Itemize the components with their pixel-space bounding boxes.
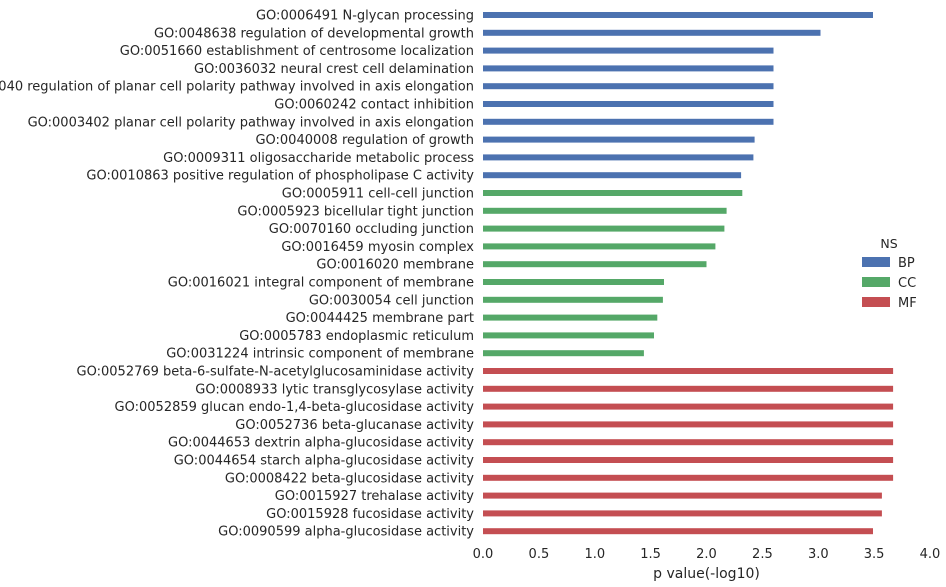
category-label: GO:0008422 beta-glucosidase activity: [225, 471, 474, 486]
bar: [483, 47, 774, 54]
x-tick-label: 3.5: [864, 547, 885, 562]
category-label: GO:0052769 beta-6-sulfate-N-acetylglucos…: [77, 365, 475, 380]
category-label: GO:0015928 fucosidase activity: [266, 507, 474, 522]
category-label: GO:0016021 integral component of membran…: [168, 276, 474, 291]
x-axis-ticks: 0.0 0.5 1.0 1.5 2.0 2.5 3.0 3.5 4.0: [473, 547, 941, 562]
x-tick-label: 0.5: [529, 547, 550, 562]
category-label: GO:0008933 lytic transglycosylase activi…: [195, 382, 474, 397]
category-label: GO:0005923 bicellular tight junction: [237, 204, 474, 219]
bar: [483, 314, 658, 321]
bar: [483, 492, 882, 499]
category-label: GO:0016020 membrane: [316, 258, 474, 273]
category-label: GO:0005911 cell-cell junction: [282, 187, 474, 202]
bar: [483, 101, 774, 107]
bar: [483, 261, 707, 268]
legend-title: NS: [880, 236, 897, 251]
bar: [483, 403, 894, 410]
bar: [483, 421, 894, 428]
legend-swatch: [862, 257, 890, 267]
category-label: GO:0005783 endoplasmic reticulum: [239, 329, 474, 344]
category-label: GO:0015927 trehalase activity: [275, 489, 475, 504]
category-label: GO:0044425 membrane part: [286, 311, 474, 326]
category-label: GO:0009311 oligosaccharide metabolic pro…: [163, 151, 474, 166]
bar: [483, 350, 644, 357]
x-tick-label: 4.0: [920, 547, 941, 562]
legend-swatch: [862, 277, 890, 287]
x-tick-label: 1.5: [640, 547, 661, 562]
legend-swatch: [862, 297, 890, 307]
x-tick-label: 0.0: [473, 547, 494, 562]
x-tick-label: 1.0: [584, 547, 605, 562]
bar: [483, 332, 654, 339]
category-label: GO:0030054 cell junction: [309, 293, 474, 308]
category-label: GO:0052859 glucan endo-1,4-beta-glucosid…: [115, 400, 475, 415]
legend-label: CC: [898, 276, 916, 291]
bar: [483, 207, 727, 214]
bar: [483, 154, 754, 161]
x-axis-title: p value(-log10): [653, 566, 760, 582]
bar: [483, 243, 716, 250]
legend-entries: BP CC MF: [862, 256, 917, 311]
category-label: GO:0070160 occluding junction: [269, 222, 474, 237]
category-label: GO:0044654 starch alpha-glucosidase acti…: [174, 454, 475, 469]
bar: [483, 296, 663, 303]
category-label: GO:0060242 contact inhibition: [274, 98, 474, 113]
category-label: GO:0044653 dextrin alpha-glucosidase act…: [168, 436, 474, 451]
bar: [483, 190, 743, 196]
bar: [483, 118, 774, 125]
legend-label: MF: [898, 296, 917, 311]
bar: [483, 225, 725, 232]
category-label: GO:0036032 neural crest cell delaminatio…: [194, 62, 474, 77]
bar: [483, 385, 894, 392]
category-label: GO:0003402 planar cell polarity pathway …: [28, 115, 474, 130]
bar: [483, 279, 664, 285]
legend-label: BP: [898, 256, 915, 271]
bars-layer: [483, 12, 894, 535]
category-label: GO:0052736 beta-glucanase activity: [235, 418, 474, 433]
category-label: GO:2000040 regulation of planar cell pol…: [0, 80, 474, 95]
bar: [483, 12, 873, 18]
bar: [483, 457, 894, 463]
category-label: GO:0016459 myosin complex: [281, 240, 474, 255]
bar: [483, 439, 894, 446]
bar: [483, 83, 774, 90]
bar: [483, 510, 882, 517]
category-label: GO:0040008 regulation of growth: [255, 133, 474, 148]
category-label: GO:0051660 establishment of centrosome l…: [120, 44, 474, 59]
legend: NS BP CC MF: [862, 236, 917, 311]
bar: [483, 172, 742, 179]
category-label: GO:0048638 regulation of developmental g…: [154, 26, 474, 41]
category-label: GO:0006491 N-glycan processing: [256, 9, 474, 24]
category-label: GO:0010863 positive regulation of phosph…: [86, 169, 474, 184]
bar: [483, 136, 755, 143]
category-labels: GO:0006491 N-glycan processing GO:0048638…: [0, 9, 474, 540]
x-tick-label: 2.0: [696, 547, 717, 562]
bar: [483, 474, 894, 481]
bar: [483, 368, 894, 374]
bar: [483, 528, 873, 535]
bar: [483, 29, 821, 36]
x-tick-label: 3.0: [808, 547, 829, 562]
category-label: GO:0031224 intrinsic component of membra…: [166, 347, 474, 362]
x-tick-label: 2.5: [752, 547, 773, 562]
category-label: GO:0090599 alpha-glucosidase activity: [218, 525, 474, 540]
bar: [483, 65, 774, 72]
